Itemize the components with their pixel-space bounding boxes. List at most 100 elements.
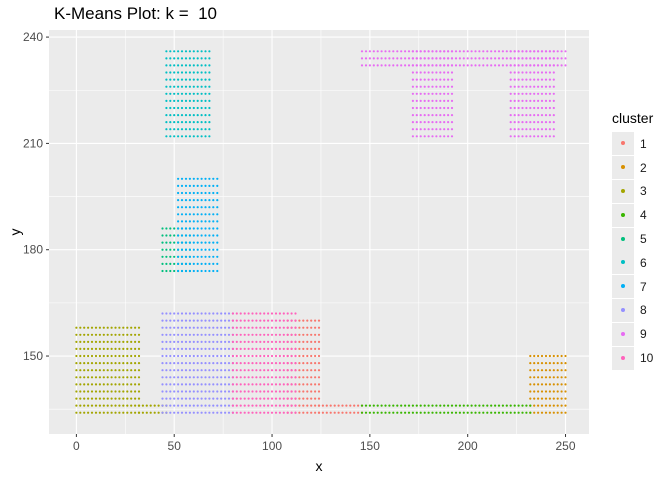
data-point xyxy=(110,411,113,414)
data-point xyxy=(184,50,188,53)
data-point xyxy=(173,340,176,343)
data-point xyxy=(314,354,317,358)
data-point xyxy=(317,369,321,372)
data-point xyxy=(415,99,418,102)
data-point xyxy=(337,404,340,407)
data-point xyxy=(200,121,203,124)
data-point xyxy=(200,255,203,258)
data-point xyxy=(517,50,520,53)
data-point xyxy=(153,411,156,414)
data-point xyxy=(180,340,184,343)
data-point xyxy=(404,64,407,67)
data-point xyxy=(533,99,536,102)
data-point xyxy=(212,397,215,400)
data-point xyxy=(564,57,567,60)
data-point xyxy=(290,347,293,350)
legend-item-4: 4 xyxy=(612,203,653,227)
data-point xyxy=(450,64,454,67)
data-point xyxy=(525,71,528,74)
data-point xyxy=(251,340,254,343)
data-point xyxy=(212,213,215,216)
data-point xyxy=(540,411,544,414)
data-point xyxy=(286,376,289,379)
data-point xyxy=(192,354,195,358)
data-point xyxy=(102,347,105,350)
data-point xyxy=(118,404,121,407)
data-point xyxy=(200,71,203,74)
data-point xyxy=(235,333,238,336)
data-point xyxy=(177,312,180,315)
data-point xyxy=(259,376,262,379)
data-point xyxy=(552,404,555,407)
data-point xyxy=(122,326,125,329)
data-point xyxy=(231,326,234,329)
data-point xyxy=(255,319,258,322)
data-point xyxy=(259,369,262,372)
data-point xyxy=(314,411,317,414)
data-point xyxy=(525,78,528,81)
data-point xyxy=(165,397,168,400)
data-point xyxy=(415,135,418,138)
data-point xyxy=(517,121,520,124)
data-point xyxy=(208,184,211,187)
data-point xyxy=(212,404,215,407)
data-point xyxy=(454,411,458,414)
data-point xyxy=(529,92,532,95)
data-point xyxy=(537,397,540,400)
data-point xyxy=(137,347,141,350)
data-point xyxy=(392,411,395,414)
data-point xyxy=(368,64,371,67)
data-point xyxy=(130,362,133,365)
data-point xyxy=(188,397,191,400)
data-point xyxy=(360,64,364,67)
data-point xyxy=(310,347,313,350)
legend-keys: 1 2 3 4 5 6 7 8 9 10 xyxy=(612,132,653,370)
data-point xyxy=(94,340,98,343)
data-point xyxy=(270,326,274,329)
data-point xyxy=(200,135,203,138)
data-point xyxy=(173,397,176,400)
data-point xyxy=(196,199,199,202)
data-point xyxy=(247,312,250,315)
data-point xyxy=(161,340,164,343)
data-point xyxy=(192,411,195,414)
data-point xyxy=(161,234,164,237)
data-point xyxy=(447,50,450,53)
data-point xyxy=(212,191,215,195)
data-point xyxy=(227,340,231,343)
data-point xyxy=(227,333,231,336)
data-point xyxy=(239,376,242,379)
data-point xyxy=(552,106,555,110)
data-point xyxy=(188,64,191,67)
data-point xyxy=(439,404,442,407)
data-point xyxy=(513,114,516,117)
data-point xyxy=(165,411,168,414)
data-point xyxy=(427,78,430,81)
data-point xyxy=(548,390,552,393)
data-point xyxy=(314,383,317,386)
data-point xyxy=(87,362,90,365)
data-point xyxy=(208,262,211,265)
data-point xyxy=(227,390,231,393)
data-point xyxy=(180,326,184,329)
data-point xyxy=(423,85,426,88)
data-point xyxy=(137,369,141,372)
data-point xyxy=(235,397,238,400)
data-point xyxy=(521,57,524,60)
data-point xyxy=(450,92,454,95)
data-point xyxy=(192,57,195,60)
data-point xyxy=(169,312,172,315)
data-point xyxy=(165,390,168,393)
data-point xyxy=(259,340,262,343)
data-point xyxy=(458,64,461,67)
data-point xyxy=(529,64,532,67)
data-point xyxy=(286,397,289,400)
legend-swatch xyxy=(612,275,634,299)
data-point xyxy=(153,404,156,407)
data-point xyxy=(540,106,544,110)
data-point xyxy=(533,64,536,67)
data-point xyxy=(544,64,548,67)
data-point xyxy=(208,106,211,110)
data-point xyxy=(98,397,101,400)
data-point xyxy=(192,177,195,180)
